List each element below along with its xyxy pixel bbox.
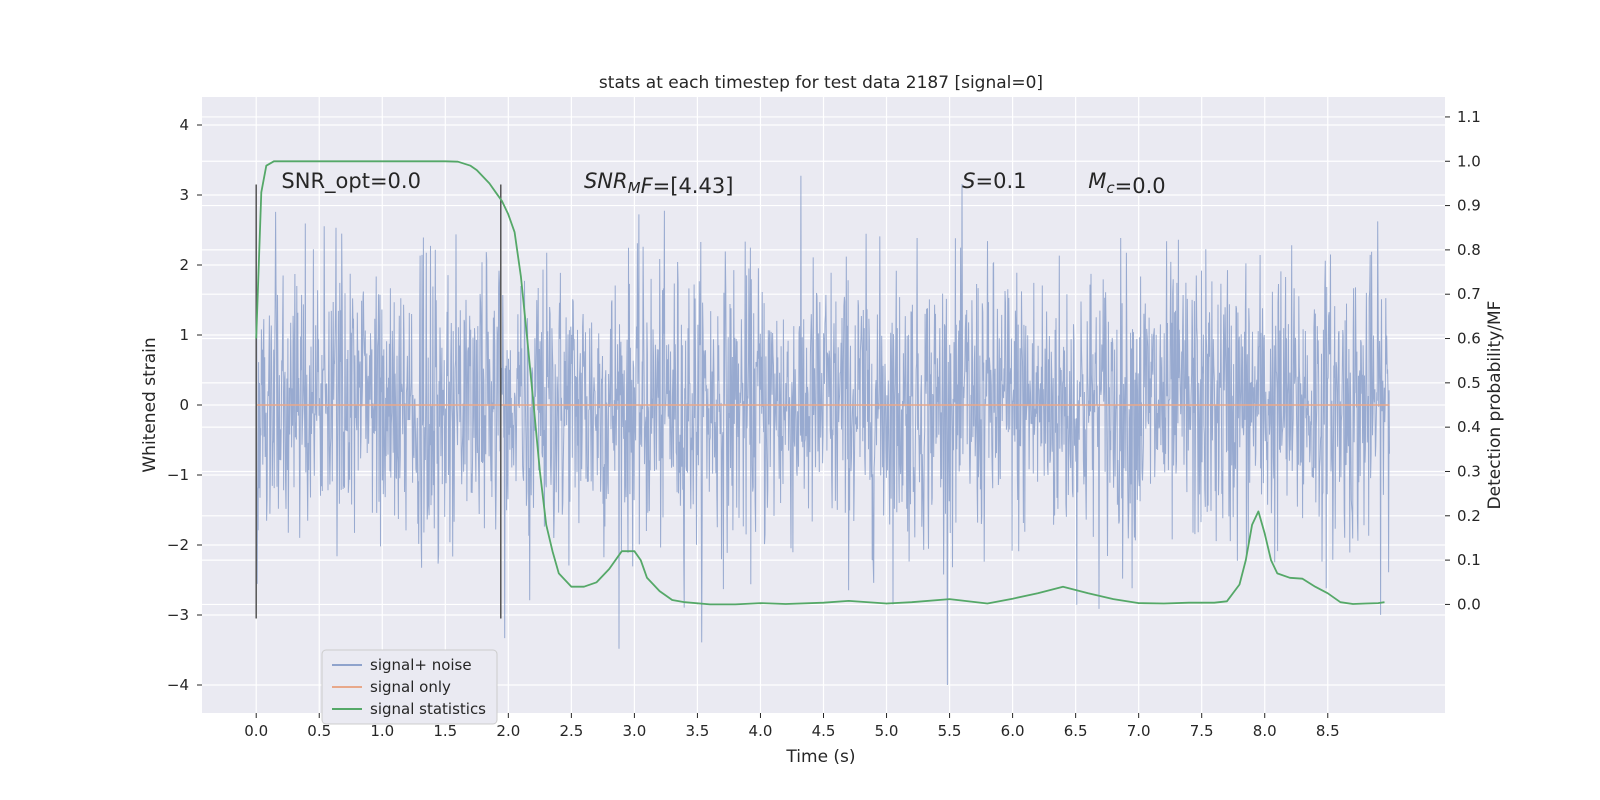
chart-title: stats at each timestep for test data 218…	[599, 73, 1043, 93]
legend-label-noise: signal+ noise	[370, 656, 472, 674]
y2-tick-label-4: 0.7	[1457, 285, 1481, 303]
y2-tick-label-11: 0.0	[1457, 595, 1481, 613]
y-tick-label-1: 3	[179, 186, 189, 204]
x-tick-label-14: 7.0	[1127, 722, 1151, 740]
signal-statistics-series	[255, 160, 1385, 606]
x-tick-label-12: 6.0	[1001, 722, 1025, 740]
legend-box	[321, 649, 498, 725]
y2-tick-label-8: 0.3	[1457, 462, 1481, 480]
annotations: SNR_opt=0.0 SNRMF=[4.43] S=0.1 Mc=0.0	[281, 169, 1165, 198]
y2-tick-label-3: 0.8	[1457, 241, 1481, 259]
legend-label-signal-only: signal only	[370, 678, 451, 696]
y2-tick-label-2: 0.9	[1457, 197, 1481, 215]
y2-tick-label-1: 1.0	[1457, 152, 1481, 170]
x-tick-label-2: 1.0	[370, 722, 394, 740]
signal-statistics-line	[255, 160, 1385, 606]
y-tick-label-4: 0	[179, 396, 189, 414]
x-tick-label-17: 8.5	[1316, 722, 1340, 740]
x-tick-label-1: 0.5	[307, 722, 331, 740]
x-tick-label-8: 4.0	[749, 722, 773, 740]
y-tick-label-2: 2	[179, 256, 189, 274]
annotation-1: SNRMF=[4.43]	[584, 169, 733, 198]
legend: signal+ noise signal only signal statist…	[321, 649, 498, 725]
x-tick-label-10: 5.0	[875, 722, 899, 740]
x-tick-label-0: 0.0	[244, 722, 268, 740]
annotation-2: S=0.1	[962, 169, 1026, 193]
legend-label-statistics: signal statistics	[370, 700, 486, 718]
signal-noise-line	[255, 175, 1390, 686]
x-tick-label-16: 8.0	[1253, 722, 1277, 740]
y-axis-label: Whitened strain	[140, 337, 160, 472]
x-tick-label-5: 2.5	[559, 722, 583, 740]
y2-tick-label-9: 0.2	[1457, 507, 1481, 525]
y2-tick-label-5: 0.6	[1457, 330, 1481, 348]
annotation-0: SNR_opt=0.0	[281, 169, 421, 194]
axis-ticks: 0.0 0.5 1.0 1.5 2.0 2.5 3.0 3.5 4.0 4.5 5.0 5.5 6.0 6…	[167, 108, 1481, 740]
x-tick-label-15: 7.5	[1190, 722, 1214, 740]
x-tick-label-9: 4.5	[812, 722, 836, 740]
y-tick-label-0: 4	[179, 116, 189, 134]
y-tick-label-7: −3	[167, 606, 189, 624]
y-tick-label-6: −2	[167, 536, 189, 554]
x-tick-label-3: 1.5	[433, 722, 457, 740]
y2-tick-label-0: 1.1	[1457, 108, 1481, 126]
x-tick-label-11: 5.5	[938, 722, 962, 740]
y2-tick-label-10: 0.1	[1457, 551, 1481, 569]
y2-tick-label-7: 0.4	[1457, 418, 1481, 436]
x-tick-label-13: 6.5	[1064, 722, 1088, 740]
annotation-3: Mc=0.0	[1088, 169, 1165, 198]
y2-tick-label-6: 0.5	[1457, 374, 1481, 392]
x-axis-label: Time (s)	[785, 747, 855, 767]
y-tick-label-3: 1	[179, 326, 189, 344]
signal-noise-series	[255, 175, 1390, 686]
y-tick-label-5: −1	[167, 466, 189, 484]
y2-axis-label: Detection probability/MF	[1485, 301, 1505, 510]
y-tick-label-8: −4	[167, 676, 189, 694]
marker-lines	[255, 184, 502, 619]
x-tick-label-7: 3.5	[686, 722, 710, 740]
x-tick-label-4: 2.0	[496, 722, 520, 740]
x-tick-label-6: 3.0	[622, 722, 646, 740]
